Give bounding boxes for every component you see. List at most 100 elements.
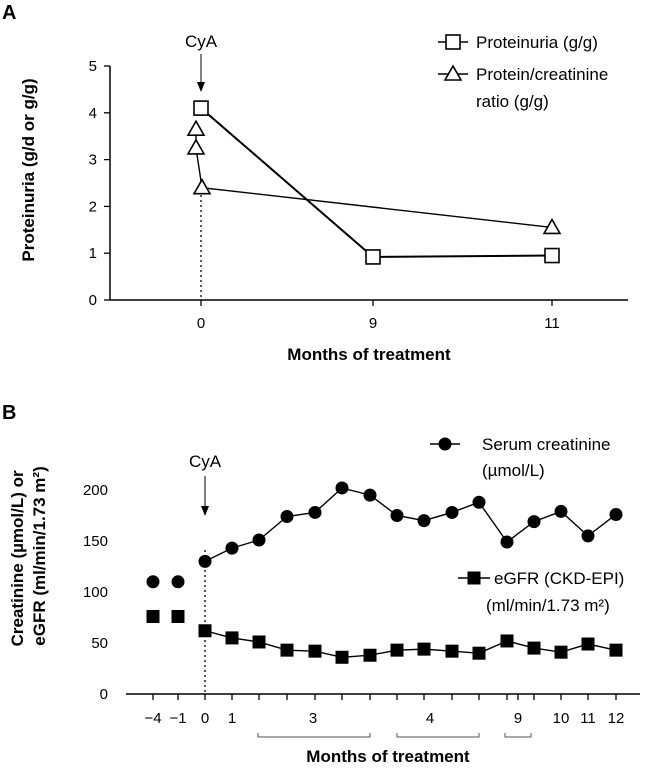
- panel-b-x-tick-label: 12: [608, 710, 625, 727]
- panel-a-axes: [109, 66, 628, 301]
- data-point-creatinine: [335, 481, 349, 495]
- panel-b-y-tick-label: 200: [83, 482, 108, 499]
- panel-a-cya-label: CyA: [185, 32, 218, 51]
- data-point-egfr: [609, 643, 623, 657]
- panel-a-x-axis-title: Months of treatment: [287, 345, 451, 364]
- panel-b-x-tick-label: 10: [553, 710, 570, 727]
- data-point-creatinine: [225, 541, 239, 555]
- data-point-creatinine: [252, 533, 266, 547]
- panel-a-y-tick-label: 3: [89, 152, 97, 169]
- panel-b-x-tick-label: 9: [514, 710, 522, 727]
- data-point-egfr: [225, 631, 239, 645]
- panel-b-y-axis-title-line-1: Creatinine (µmol/L) or: [8, 470, 27, 646]
- panel-a-y-tick-label: 0: [89, 292, 97, 309]
- panel-b-letter: B: [2, 402, 16, 424]
- panel-b-x-tick-label: 3: [309, 710, 317, 727]
- panel-b-x-tick-label: −1: [169, 710, 186, 727]
- data-point-egfr: [280, 643, 294, 657]
- data-point-egfr: [554, 645, 568, 659]
- panel-a-y-tick-label: 5: [89, 58, 97, 75]
- legend-label-creatinine-line-1: Serum creatinine: [482, 435, 611, 454]
- panel-b-x-tick-label: 0: [201, 710, 209, 727]
- legend-label-protein-creatinine-line-1: Protein/creatinine: [476, 65, 608, 84]
- panel-b-y-axis-title-line-2: eGFR (ml/min/1.73 m²): [30, 466, 49, 645]
- panel-b-x-tick-label: −4: [144, 710, 161, 727]
- data-point-egfr: [252, 635, 266, 649]
- data-point-creatinine: [527, 515, 541, 529]
- data-point-creatinine: [554, 504, 568, 518]
- data-point-creatinine-pre: [171, 575, 185, 589]
- data-point-creatinine: [417, 514, 431, 528]
- data-point-egfr: [417, 642, 431, 656]
- series-line-creatinine: [204, 487, 617, 563]
- legend-label-protein-creatinine-line-2: ratio (g/g): [476, 92, 549, 111]
- series-line-egfr: [204, 630, 617, 658]
- panel-b-x-tick-label: 11: [580, 710, 596, 727]
- data-point-egfr: [363, 648, 377, 662]
- data-point-creatinine: [609, 507, 623, 521]
- panel-a-x-tick-label: 0: [197, 315, 205, 332]
- data-point-egfr: [390, 643, 404, 657]
- panel-a-ticks: 0 1 2 3 4 5 0 9 11: [89, 58, 560, 332]
- data-point-creatinine: [500, 535, 514, 549]
- panel-b-legend: Serum creatinine (µmol/L) eGFR (CKD-EPI) (m…: [430, 435, 624, 615]
- data-point-proteinuria: [193, 100, 209, 116]
- panel-a-x-tick-label: 9: [369, 315, 377, 332]
- panel-a-y-axis-title: Proteinuria (g/d or g/g): [19, 78, 38, 261]
- panel-b-ticks: 0 50 100 150 200 −4 −1 0 1 3 4 9 10 11 12: [83, 482, 624, 727]
- data-point-creatinine: [445, 505, 459, 519]
- data-point-egfr: [500, 634, 514, 648]
- legend-label-proteinuria: Proteinuria (g/g): [476, 33, 598, 52]
- legend-label-egfr-line-1: eGFR (CKD-EPI): [494, 569, 624, 588]
- legend-marker-egfr: [467, 571, 481, 585]
- data-point-egfr-pre: [171, 609, 185, 623]
- legend-marker-protein-creatinine: [443, 64, 463, 81]
- data-point-proteinuria: [544, 247, 560, 264]
- panel-b-cya-annotation: CyA: [189, 452, 222, 694]
- panel-b-y-axis-title: Creatinine (µmol/L) or eGFR (ml/min/1.73…: [8, 466, 49, 647]
- legend-marker-creatinine: [438, 437, 452, 451]
- legend-label-egfr-line-2: (ml/min/1.73 m²): [486, 596, 610, 615]
- panel-a-plot: [186, 100, 562, 265]
- panel-b-y-tick-label: 50: [91, 635, 108, 652]
- panel-b-x-tick-label: 4: [426, 710, 434, 727]
- data-point-protein-creatinine: [186, 119, 206, 136]
- data-point-proteinuria: [365, 249, 381, 265]
- panel-b-x-axis-title: Months of treatment: [306, 747, 470, 766]
- data-point-creatinine: [581, 529, 595, 543]
- panel-b-y-tick-label: 150: [83, 533, 108, 550]
- data-point-creatinine: [390, 509, 404, 522]
- data-point-creatinine: [280, 510, 294, 524]
- panel-b-month-brackets: [257, 733, 532, 738]
- panel-a-cya-annotation: CyA: [185, 32, 218, 300]
- data-point-egfr-pre: [146, 609, 160, 623]
- bracket-month-9: [504, 733, 532, 738]
- bracket-month-4: [396, 733, 480, 738]
- data-point-egfr: [581, 637, 595, 651]
- panel-b-x-tick-label: 1: [228, 710, 236, 727]
- legend-marker-proteinuria: [445, 34, 461, 50]
- data-point-egfr: [472, 646, 486, 660]
- panel-b-y-tick-label: 100: [83, 584, 108, 601]
- series-line-protein-creatinine: [195, 129, 553, 229]
- data-point-creatinine: [363, 488, 377, 502]
- data-point-protein-creatinine: [192, 178, 212, 195]
- data-point-egfr: [335, 650, 349, 664]
- data-point-egfr: [445, 644, 459, 658]
- data-point-egfr: [308, 644, 322, 658]
- data-point-protein-creatinine: [186, 138, 206, 155]
- data-point-creatinine: [472, 495, 486, 509]
- data-point-egfr: [198, 624, 212, 638]
- panel-a-cya-arrowhead: [197, 82, 205, 92]
- panel-b-y-tick-label: 0: [100, 686, 108, 703]
- data-point-creatinine: [198, 554, 212, 568]
- panel-a-x-tick-label: 11: [544, 315, 560, 332]
- panel-b-cya-label: CyA: [189, 452, 222, 471]
- panel-a-y-tick-label: 4: [89, 105, 97, 122]
- data-point-egfr: [527, 641, 541, 655]
- bracket-month-3: [257, 733, 371, 738]
- panel-a-legend: Proteinuria (g/g) Protein/creatinine ratio…: [438, 33, 608, 111]
- data-point-creatinine-pre: [146, 575, 160, 589]
- panel-a-y-tick-label: 2: [89, 198, 97, 215]
